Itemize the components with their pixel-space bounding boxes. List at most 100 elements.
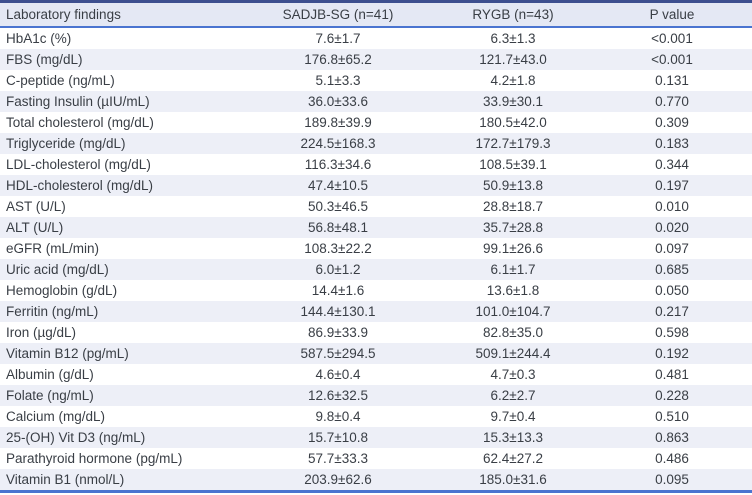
- rygb-value-cell: 28.8±18.7: [483, 198, 543, 214]
- p-value-cell: 0.050: [655, 282, 689, 298]
- rygb-value-cell: 4.2±1.8: [490, 72, 536, 88]
- p-value-cell: 0.685: [655, 261, 689, 277]
- p-value-cell: 0.228: [655, 387, 689, 403]
- p-value-cell: 0.486: [655, 450, 689, 466]
- p-value-cell: 0.010: [655, 198, 689, 214]
- sadjb-sg-value-cell: 50.3±46.5: [308, 198, 368, 214]
- rygb-value-cell: 108.5±39.1: [479, 156, 547, 172]
- table-row: FBS (mg/dL) 176.8±65.2 121.7±43.0 <0.001: [0, 49, 752, 70]
- sadjb-sg-value-cell: 203.9±62.6: [304, 471, 372, 487]
- sadjb-sg-value-cell: 14.4±1.6: [311, 282, 365, 298]
- table-row: ALT (U/L) 56.8±48.1 35.7±28.8 0.020: [0, 217, 752, 238]
- sadjb-sg-value-cell: 116.3±34.6: [304, 156, 372, 172]
- p-value-cell: <0.001: [651, 51, 693, 67]
- header-row: Laboratory findings SADJB-SG (n=41) RYGB…: [0, 1, 752, 28]
- p-value-cell: 0.863: [655, 429, 689, 445]
- finding-label-cell: C-peptide (ng/mL): [6, 72, 115, 88]
- sadjb-sg-value-cell: 4.6±0.4: [315, 366, 361, 382]
- table-row: Triglyceride (mg/dL) 224.5±168.3 172.7±179…: [0, 133, 752, 154]
- rygb-value-cell: 82.8±35.0: [483, 324, 543, 340]
- sadjb-sg-value-cell: 176.8±65.2: [304, 51, 372, 67]
- p-value-cell: 0.598: [655, 324, 689, 340]
- sadjb-sg-value-cell: 57.7±33.3: [308, 450, 368, 466]
- table-row: Iron (µg/dL) 86.9±33.9 82.8±35.0 0.598: [0, 322, 752, 343]
- finding-label-cell: HbA1c (%): [6, 30, 72, 46]
- table-body: HbA1c (%) 7.6±1.7 6.3±1.3 <0.001 FBS (mg/dL)…: [0, 27, 752, 492]
- rygb-value-cell: 185.0±31.6: [479, 471, 547, 487]
- finding-label-cell: Hemoglobin (g/dL): [6, 282, 118, 298]
- p-value-cell: 0.344: [655, 156, 689, 172]
- p-value-cell: 0.020: [655, 219, 689, 235]
- finding-label-cell: Fasting Insulin (µIU/mL): [6, 93, 150, 109]
- table-row: HbA1c (%) 7.6±1.7 6.3±1.3 <0.001: [0, 27, 752, 49]
- table-header: Laboratory findings SADJB-SG (n=41) RYGB…: [0, 1, 752, 28]
- table-row: Vitamin B1 (nmol/L) 203.9±62.6 185.0±31.6 0…: [0, 469, 752, 492]
- p-value-cell: 0.097: [655, 240, 689, 256]
- finding-label-cell: AST (U/L): [6, 198, 66, 214]
- rygb-value-cell: 50.9±13.8: [483, 177, 543, 193]
- p-value-cell: 0.770: [655, 93, 689, 109]
- finding-label-cell: Triglyceride (mg/dL): [6, 135, 126, 151]
- finding-label-cell: FBS (mg/dL): [6, 51, 83, 67]
- p-value-cell: 0.510: [655, 408, 689, 424]
- p-value-cell: 0.481: [655, 366, 689, 382]
- p-value-cell: <0.001: [651, 30, 693, 46]
- sadjb-sg-value-cell: 7.6±1.7: [315, 30, 361, 46]
- rygb-value-cell: 6.1±1.7: [490, 261, 536, 277]
- finding-label-cell: Folate (ng/mL): [6, 387, 94, 403]
- finding-label-cell: Vitamin B1 (nmol/L): [6, 471, 125, 487]
- table-row: AST (U/L) 50.3±46.5 28.8±18.7 0.010: [0, 196, 752, 217]
- p-value-cell: 0.131: [655, 72, 689, 88]
- rygb-value-cell: 509.1±244.4: [475, 345, 551, 361]
- table-row: Total cholesterol (mg/dL) 189.8±39.9 180.5…: [0, 112, 752, 133]
- p-value-cell: 0.197: [655, 177, 689, 193]
- rygb-value-cell: 6.3±1.3: [490, 30, 536, 46]
- p-value-cell: 0.309: [655, 114, 689, 130]
- column-header-sadjb-sg: SADJB-SG (n=41): [242, 1, 434, 28]
- rygb-value-cell: 121.7±43.0: [479, 51, 547, 67]
- table-row: Parathyroid hormone (pg/mL) 57.7±33.3 62.4…: [0, 448, 752, 469]
- rygb-value-cell: 172.7±179.3: [475, 135, 551, 151]
- column-header-rygb: RYGB (n=43): [434, 1, 592, 28]
- rygb-value-cell: 99.1±26.6: [483, 240, 543, 256]
- finding-label-cell: ALT (U/L): [6, 219, 64, 235]
- p-value-cell: 0.192: [655, 345, 689, 361]
- rygb-value-cell: 62.4±27.2: [483, 450, 543, 466]
- sadjb-sg-value-cell: 108.3±22.2: [304, 240, 372, 256]
- finding-label-cell: LDL-cholesterol (mg/dL): [6, 156, 151, 172]
- rygb-value-cell: 9.7±0.4: [490, 408, 536, 424]
- table-row: Uric acid (mg/dL) 6.0±1.2 6.1±1.7 0.685: [0, 259, 752, 280]
- rygb-value-cell: 6.2±2.7: [490, 387, 536, 403]
- column-header-p-value: P value: [592, 1, 752, 28]
- finding-label-cell: Parathyroid hormone (pg/mL): [6, 450, 183, 466]
- sadjb-sg-value-cell: 15.7±10.8: [308, 429, 368, 445]
- table-row: Albumin (g/dL) 4.6±0.4 4.7±0.3 0.481: [0, 364, 752, 385]
- table-row: Folate (ng/mL) 12.6±32.5 6.2±2.7 0.228: [0, 385, 752, 406]
- sadjb-sg-value-cell: 47.4±10.5: [308, 177, 368, 193]
- finding-label-cell: Iron (µg/dL): [6, 324, 77, 340]
- table-row: LDL-cholesterol (mg/dL) 116.3±34.6 108.5±3…: [0, 154, 752, 175]
- sadjb-sg-value-cell: 144.4±130.1: [300, 303, 376, 319]
- sadjb-sg-value-cell: 6.0±1.2: [315, 261, 361, 277]
- rygb-value-cell: 33.9±30.1: [483, 93, 543, 109]
- finding-label-cell: Ferritin (ng/mL): [6, 303, 99, 319]
- table-row: 25-(OH) Vit D3 (ng/mL) 15.7±10.8 15.3±13.3…: [0, 427, 752, 448]
- table-row: Hemoglobin (g/dL) 14.4±1.6 13.6±1.8 0.050: [0, 280, 752, 301]
- table-row: Fasting Insulin (µIU/mL) 36.0±33.6 33.9±30…: [0, 91, 752, 112]
- table-row: Calcium (mg/dL) 9.8±0.4 9.7±0.4 0.510: [0, 406, 752, 427]
- sadjb-sg-value-cell: 224.5±168.3: [300, 135, 376, 151]
- rygb-value-cell: 35.7±28.8: [483, 219, 543, 235]
- rygb-value-cell: 13.6±1.8: [486, 282, 540, 298]
- finding-label-cell: Albumin (g/dL): [6, 366, 94, 382]
- rygb-value-cell: 15.3±13.3: [483, 429, 543, 445]
- finding-label-cell: Total cholesterol (mg/dL): [6, 114, 154, 130]
- p-value-cell: 0.217: [655, 303, 689, 319]
- p-value-cell: 0.183: [655, 135, 689, 151]
- sadjb-sg-value-cell: 189.8±39.9: [304, 114, 372, 130]
- finding-label-cell: HDL-cholesterol (mg/dL): [6, 177, 154, 193]
- sadjb-sg-value-cell: 587.5±294.5: [300, 345, 376, 361]
- finding-label-cell: 25-(OH) Vit D3 (ng/mL): [6, 429, 146, 445]
- rygb-value-cell: 4.7±0.3: [490, 366, 536, 382]
- sadjb-sg-value-cell: 9.8±0.4: [315, 408, 361, 424]
